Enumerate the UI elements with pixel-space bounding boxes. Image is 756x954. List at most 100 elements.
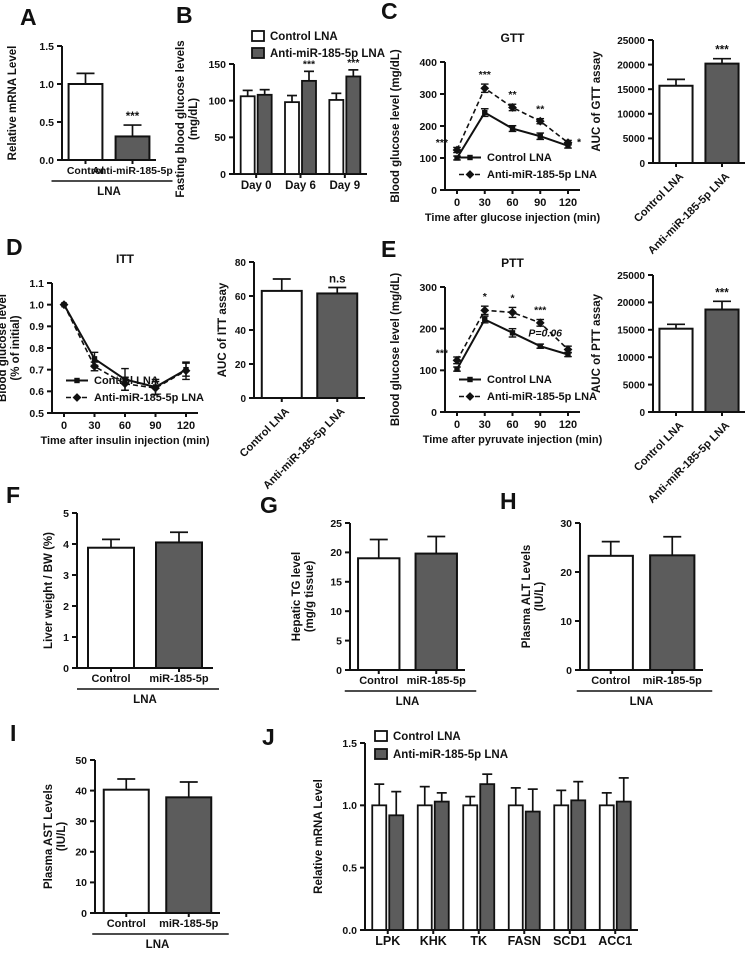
- svg-text:(IU/L): (IU/L): [534, 582, 546, 612]
- svg-text:0: 0: [240, 394, 246, 405]
- svg-text:***: ***: [303, 58, 316, 70]
- svg-text:0: 0: [639, 159, 645, 170]
- svg-text:2: 2: [63, 601, 69, 613]
- svg-text:miR-185-5p: miR-185-5p: [643, 675, 703, 687]
- svg-text:15: 15: [330, 577, 342, 589]
- bar-chart-relative-mrna: 0.0 0.5 1.0 1.5 Relative mRNA Level Control **…: [7, 41, 173, 198]
- svg-text:5000: 5000: [623, 134, 646, 145]
- svg-text:miR-185-5p: miR-185-5p: [159, 918, 219, 930]
- svg-text:25: 25: [330, 518, 342, 530]
- svg-text:60: 60: [506, 197, 518, 209]
- svg-text:Fasting blood glucose levels: Fasting blood glucose levels: [175, 40, 187, 197]
- svg-text:Relative mRNA Level: Relative mRNA Level: [313, 779, 325, 894]
- svg-text:3: 3: [63, 570, 69, 582]
- svg-text:15000: 15000: [617, 326, 645, 337]
- panel-E-line: E 0 100 200 300 Blood glucose level (mg/dL) P…: [375, 232, 603, 480]
- svg-text:25000: 25000: [617, 36, 645, 47]
- svg-text:4: 4: [63, 539, 69, 551]
- svg-text:TK: TK: [470, 934, 487, 948]
- panel-F: F 0 1 2 3 4 5 Liver weight / BW (%) Control miR-…: [0, 480, 250, 712]
- svg-text:1.0: 1.0: [29, 299, 44, 311]
- svg-text:40: 40: [235, 326, 247, 337]
- grouped-bar-chart-gene-expression: 0.0 0.5 1.0 1.5 Relative mRNA Level LPK KHK TK F…: [313, 730, 638, 948]
- svg-text:100: 100: [419, 153, 437, 165]
- bar-chart-liver-weight: 0 1 2 3 4 5 Liver weight / BW (%) Control miR-18…: [43, 508, 219, 706]
- svg-text:20: 20: [560, 567, 572, 579]
- svg-text:**: **: [508, 89, 517, 101]
- svg-text:GTT: GTT: [501, 31, 526, 45]
- svg-text:30: 30: [479, 197, 491, 209]
- svg-text:30: 30: [88, 420, 100, 432]
- svg-text:Blood glucose level (mg/dL): Blood glucose level (mg/dL): [390, 49, 402, 203]
- svg-text:0: 0: [566, 665, 572, 677]
- svg-text:Anti-miR-185-5p LNA: Anti-miR-185-5p LNA: [487, 391, 597, 403]
- svg-text:300: 300: [419, 89, 437, 101]
- svg-text:Anti-miR-185-5p LNA: Anti-miR-185-5p LNA: [270, 48, 385, 60]
- svg-text:0: 0: [336, 665, 342, 677]
- svg-text:10: 10: [330, 606, 342, 618]
- svg-text:10: 10: [75, 877, 87, 889]
- panel-letter-A: A: [20, 4, 37, 30]
- svg-text:20: 20: [330, 547, 342, 559]
- svg-text:120: 120: [177, 420, 195, 432]
- svg-text:0: 0: [220, 169, 226, 181]
- svg-text:Time after pyruvate injection: Time after pyruvate injection (min): [423, 434, 603, 446]
- svg-text:***: ***: [436, 347, 449, 359]
- grouped-bar-chart-fasting-glucose: 0 50 100 150 Fasting blood glucose levels (mg…: [175, 30, 385, 198]
- svg-text:(mg/g tissue): (mg/g tissue): [304, 561, 316, 633]
- svg-text:10000: 10000: [617, 110, 645, 121]
- svg-text:LNA: LNA: [133, 694, 157, 706]
- svg-text:0.6: 0.6: [29, 386, 44, 398]
- panel-E-auc: 0 5000 10000 15000 20000 25000 AUC of PTT assa…: [590, 232, 756, 506]
- svg-text:0: 0: [63, 663, 69, 675]
- svg-text:Control: Control: [67, 165, 104, 177]
- bar-chart-auc-gtt: 0 5000 10000 15000 20000 25000 AUC of GTT assa…: [591, 36, 745, 257]
- svg-text:LNA: LNA: [396, 696, 420, 708]
- svg-text:1.0: 1.0: [342, 800, 357, 812]
- svg-text:KHK: KHK: [420, 934, 447, 948]
- svg-text:10: 10: [560, 616, 572, 628]
- svg-text:10000: 10000: [617, 353, 645, 364]
- svg-text:90: 90: [534, 419, 546, 431]
- svg-text:AUC of GTT assay: AUC of GTT assay: [591, 51, 603, 152]
- svg-text:Anti-miR-185-5p LNA: Anti-miR-185-5p LNA: [94, 392, 204, 404]
- svg-text:PTT: PTT: [501, 256, 524, 270]
- svg-text:200: 200: [419, 121, 437, 133]
- panel-letter-F: F: [6, 482, 21, 508]
- svg-text:0: 0: [454, 197, 460, 209]
- svg-text:LNA: LNA: [146, 939, 170, 951]
- svg-text:**: **: [536, 104, 545, 116]
- svg-text:Control LNA: Control LNA: [487, 152, 552, 164]
- svg-text:1.5: 1.5: [39, 41, 54, 53]
- svg-text:0.0: 0.0: [342, 925, 357, 937]
- svg-text:60: 60: [506, 419, 518, 431]
- svg-text:Blood glucose level: Blood glucose level: [0, 294, 9, 402]
- panel-letter-G: G: [260, 492, 278, 518]
- svg-text:0: 0: [431, 185, 437, 197]
- bar-chart-plasma-alt: 0 10 20 30 Plasma ALT Levels (IU/L) Control miR…: [521, 518, 713, 708]
- svg-text:20: 20: [235, 360, 247, 371]
- svg-text:Control LNA: Control LNA: [393, 731, 461, 743]
- panel-letter-H: H: [500, 488, 517, 514]
- panel-A: A 0.0 0.5 1.0 1.5 Relative mRNA Level Control…: [0, 0, 173, 232]
- svg-text:Time after glucose injection (: Time after glucose injection (min): [425, 212, 601, 224]
- svg-text:300: 300: [419, 282, 437, 294]
- svg-text:90: 90: [149, 420, 161, 432]
- panel-C-auc: 0 5000 10000 15000 20000 25000 AUC of GTT assa…: [590, 0, 756, 257]
- panel-letter-C: C: [381, 0, 398, 24]
- svg-text:40: 40: [75, 785, 87, 797]
- line-chart-itt: 0.5 0.6 0.7 0.8 0.9 1.0 1.1 Blood glucose level…: [0, 252, 210, 447]
- svg-text:5: 5: [63, 508, 69, 520]
- svg-text:ACC1: ACC1: [598, 934, 632, 948]
- panel-letter-J: J: [262, 724, 275, 750]
- svg-text:LNA: LNA: [97, 186, 121, 198]
- svg-text:(mg/dL): (mg/dL): [188, 98, 200, 140]
- svg-text:0: 0: [81, 908, 87, 920]
- svg-text:Anti-miR-185-5p LNA: Anti-miR-185-5p LNA: [393, 749, 508, 761]
- panel-J: J 0.0 0.5 1.0 1.5 Relative mRNA Level LPK KHK T…: [250, 712, 756, 954]
- svg-text:30: 30: [75, 816, 87, 828]
- svg-text:AUC of ITT assay: AUC of ITT assay: [217, 282, 229, 377]
- svg-text:400: 400: [419, 57, 437, 69]
